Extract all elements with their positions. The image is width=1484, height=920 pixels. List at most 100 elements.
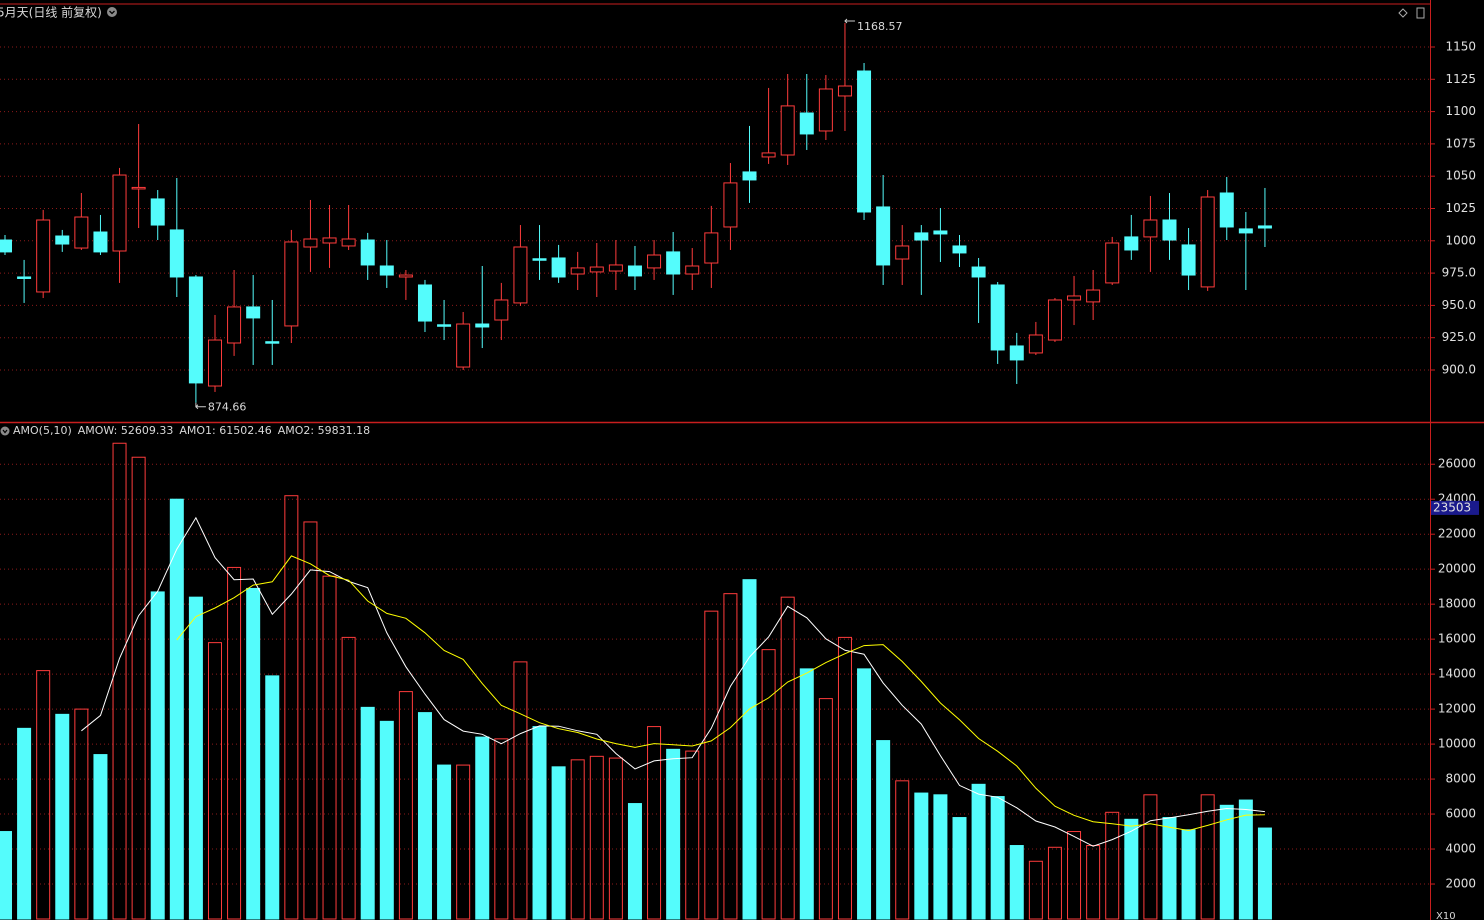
volume-bar <box>780 596 795 920</box>
volume-bar <box>265 675 280 920</box>
dropdown-icon[interactable] <box>107 7 117 17</box>
volume-bar <box>685 750 700 920</box>
candle-body <box>1009 345 1024 361</box>
volume-bar <box>379 720 394 920</box>
volume-bar <box>589 755 604 920</box>
volume-bar <box>1105 811 1120 920</box>
volume-bar <box>647 726 662 920</box>
candle-body <box>1162 219 1177 241</box>
volume-bar <box>475 736 490 920</box>
candle-body <box>131 186 146 190</box>
volume-bar <box>360 706 375 920</box>
volume-bar <box>303 521 318 920</box>
diamond-icon[interactable] <box>1398 8 1408 18</box>
volume-bar <box>666 748 681 920</box>
y-tick-label: 4000 <box>1445 842 1476 856</box>
candle-body <box>341 238 356 247</box>
candle-body <box>74 216 89 249</box>
candle-body <box>742 171 757 181</box>
panel-icon[interactable] <box>1416 7 1425 19</box>
candle-body <box>723 182 738 228</box>
volume-bar <box>570 759 585 920</box>
candle-body <box>246 306 261 319</box>
candle-body <box>1028 334 1043 354</box>
annotation-arrow <box>195 402 206 410</box>
indicator-icon[interactable] <box>0 426 10 436</box>
volume-bar <box>0 831 12 920</box>
volume-bar <box>341 636 356 920</box>
candle-body <box>417 284 432 322</box>
volume-bar <box>952 817 967 920</box>
y-tick-label: 1025 <box>1445 201 1476 215</box>
volume-bar <box>723 593 738 920</box>
y-tick-label: 1100 <box>1445 104 1476 118</box>
candle-body <box>608 264 623 272</box>
candle-body <box>150 198 165 226</box>
candle-body <box>589 266 604 273</box>
candle-body <box>1181 244 1196 276</box>
volume-bar <box>971 783 986 920</box>
volume-bar <box>227 566 242 920</box>
y-tick-label: 950.0 <box>1442 298 1476 312</box>
scale-note: X10 <box>1436 911 1456 920</box>
candle-body <box>532 258 547 261</box>
volume-bar <box>742 579 757 920</box>
volume-bar <box>131 456 146 920</box>
min-label: 874.66 <box>208 401 247 414</box>
candle-body <box>914 232 929 241</box>
volume-bar <box>246 587 261 920</box>
candle-body <box>952 245 967 254</box>
y-tick-label: 1050 <box>1445 169 1476 183</box>
volume-bar <box>17 727 32 920</box>
candle-body <box>666 251 681 275</box>
candle-body <box>1219 192 1234 228</box>
volume-bar <box>494 738 509 920</box>
candle-body <box>1143 219 1158 238</box>
candle-body <box>837 85 852 97</box>
volume-bar <box>284 495 299 920</box>
candle-body <box>704 232 719 264</box>
y-tick-label: 26000 <box>1438 457 1476 471</box>
y-tick-label: 14000 <box>1438 667 1476 681</box>
candle-body <box>513 246 528 304</box>
volume-bar <box>1067 831 1082 920</box>
y-tick-label: 975.0 <box>1442 266 1476 280</box>
volume-bar <box>704 610 719 920</box>
volume-bar <box>876 740 891 920</box>
candle-body <box>494 299 509 321</box>
legend-entry: AMO2: 59831.18 <box>278 424 370 437</box>
legend-entry: AMOW: 52609.33 <box>78 424 174 437</box>
y-tick-label: 900.0 <box>1442 362 1476 376</box>
candle-body <box>379 265 394 276</box>
y-tick-label: 22000 <box>1438 527 1476 541</box>
candle-body <box>1067 295 1082 301</box>
volume-bar <box>1257 827 1272 920</box>
chart-title: 5月天(日线 前复权) <box>0 5 102 20</box>
volume-bar <box>188 596 203 920</box>
candle-body <box>627 265 642 277</box>
candle-body <box>188 276 203 384</box>
y-tick-label: 16000 <box>1438 632 1476 646</box>
candle-body <box>265 341 280 344</box>
volume-bar <box>93 754 108 920</box>
volume-bar <box>761 649 776 920</box>
volume-bar <box>169 498 184 920</box>
candle-body <box>990 284 1005 351</box>
candle-body <box>55 235 70 245</box>
y-tick-label: 12000 <box>1438 702 1476 716</box>
volume-bar <box>1200 794 1215 920</box>
candle-body <box>1257 225 1272 229</box>
candle-body <box>551 257 566 278</box>
candle-body <box>685 265 700 275</box>
candle-body <box>360 239 375 266</box>
y-tick-label: 1075 <box>1445 136 1476 150</box>
legend-entry: AMO1: 61502.46 <box>179 424 271 437</box>
y-tick-label: 1125 <box>1445 72 1476 86</box>
volume-bar <box>74 708 89 920</box>
volume-bar <box>895 780 910 920</box>
volume-bar <box>1124 818 1139 920</box>
indicator-title: AMO(5,10) <box>13 424 72 437</box>
